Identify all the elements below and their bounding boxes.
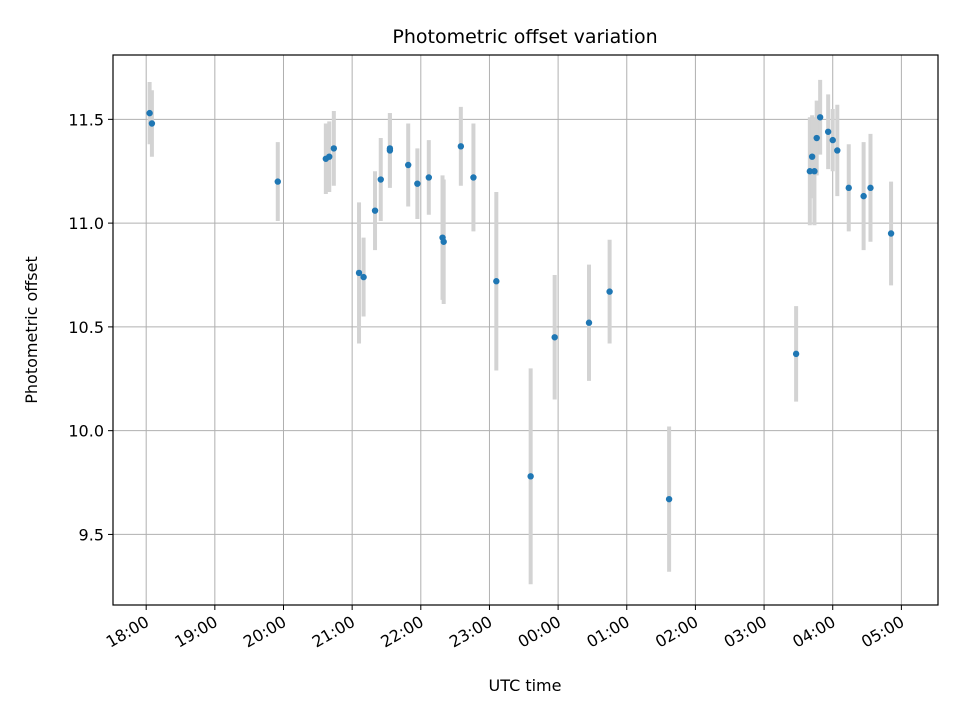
y-tick-label: 10.0: [68, 422, 104, 441]
data-point: [792, 350, 800, 358]
data-point: [585, 319, 593, 326]
data-point: [860, 192, 867, 200]
data-point: [813, 134, 820, 142]
data-point: [146, 109, 153, 117]
grid: [113, 55, 938, 605]
y-tick-label: 11.0: [68, 214, 104, 233]
data-point: [493, 278, 500, 285]
data-point: [414, 180, 421, 187]
data-points: [146, 109, 895, 503]
data-point: [527, 473, 534, 480]
data-point: [386, 145, 394, 152]
y-tick-label: 9.5: [79, 525, 104, 544]
y-axis-label: Photometric offset: [22, 256, 41, 404]
data-point: [360, 273, 367, 281]
data-point: [148, 120, 156, 127]
data-point: [326, 153, 333, 160]
data-point: [665, 495, 673, 503]
data-point: [887, 230, 895, 237]
data-point: [551, 334, 558, 341]
y-axis-ticks: 9.5 10.0 10.5 11.0 11.5: [68, 110, 113, 544]
data-point: [845, 184, 852, 192]
data-point: [829, 136, 836, 144]
data-point: [405, 161, 412, 169]
data-point: [470, 174, 477, 181]
data-point: [371, 207, 379, 214]
data-point: [806, 168, 814, 175]
y-tick-label: 10.5: [68, 318, 104, 337]
data-point: [377, 176, 384, 183]
x-axis-label: UTC time: [489, 676, 562, 695]
data-point: [816, 114, 824, 121]
data-point: [867, 184, 874, 192]
data-point: [440, 238, 447, 245]
data-point: [330, 145, 338, 152]
data-point: [606, 288, 613, 295]
y-tick-label: 11.5: [68, 110, 104, 129]
data-point: [355, 269, 363, 277]
data-point: [808, 153, 816, 160]
data-point: [824, 128, 832, 135]
data-point: [425, 174, 433, 181]
data-point: [457, 143, 465, 150]
plot-frame: [112, 54, 939, 606]
data-point: [811, 168, 818, 175]
data-point: [274, 178, 281, 185]
chart-title: Photometric offset variation: [392, 26, 657, 48]
data-point: [834, 147, 841, 154]
